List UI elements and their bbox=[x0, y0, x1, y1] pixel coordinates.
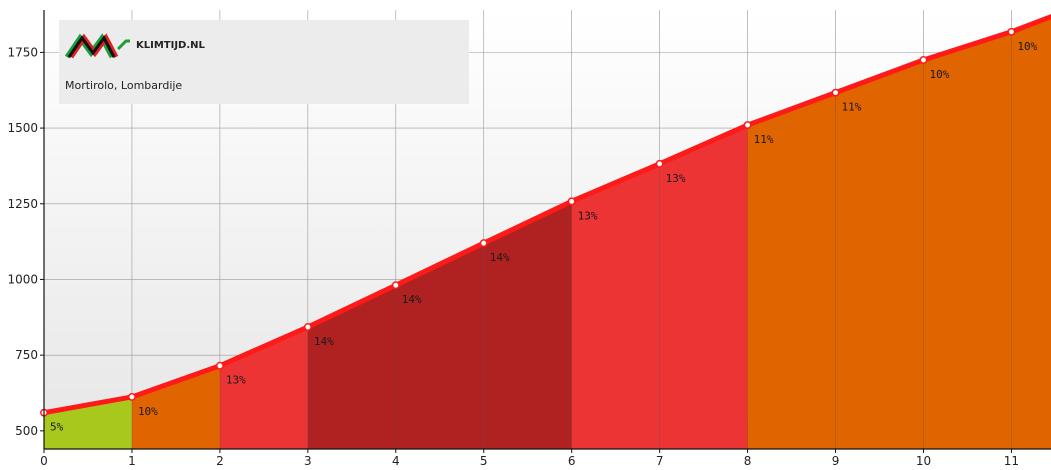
grade-segment-area bbox=[307, 285, 396, 449]
climb-title: Mortirolo, Lombardije bbox=[65, 79, 182, 92]
x-tick-label: 3 bbox=[304, 454, 312, 468]
y-tick-label: 1750 bbox=[7, 45, 38, 59]
x-tick-label: 9 bbox=[832, 454, 840, 468]
grade-segment-area bbox=[1011, 16, 1051, 449]
y-tick-label: 1000 bbox=[7, 272, 38, 286]
grade-label: 14% bbox=[402, 293, 422, 306]
x-tick-label: 10 bbox=[916, 454, 931, 468]
grade-label: 10% bbox=[929, 68, 949, 81]
grade-segment-area bbox=[923, 31, 1012, 450]
grade-label: 14% bbox=[314, 335, 334, 348]
km-marker-point bbox=[1007, 27, 1016, 36]
x-tick-label: 5 bbox=[480, 454, 488, 468]
axes bbox=[43, 10, 1051, 450]
y-tick-label: 500 bbox=[15, 424, 38, 438]
x-tick-label: 2 bbox=[216, 454, 224, 468]
grade-label: 13% bbox=[578, 209, 598, 222]
x-tick-label: 7 bbox=[656, 454, 664, 468]
y-tick-label: 1500 bbox=[7, 121, 38, 135]
grade-label: 13% bbox=[666, 172, 686, 185]
x-tick-labels: 0 1 2 3 4 5 6 7 8 9 10 11 bbox=[40, 449, 1019, 468]
grade-segment-area bbox=[483, 201, 572, 449]
km-marker-point bbox=[919, 56, 928, 64]
km-marker-point bbox=[479, 239, 488, 248]
grade-label: 5% bbox=[50, 421, 64, 434]
grade-segment-area bbox=[395, 243, 484, 449]
klimtijd-logo-icon bbox=[64, 33, 130, 59]
grade-segment-area bbox=[659, 125, 748, 449]
km-marker-point bbox=[215, 361, 224, 370]
grade-label: 13% bbox=[226, 374, 246, 387]
y-tick-label: 1250 bbox=[7, 197, 38, 211]
x-tick-label: 0 bbox=[40, 454, 48, 468]
grade-labels: 5% 10% 13% 14% 14% 14% 13% 13% 11% 11% 10% 10% bbox=[50, 40, 1038, 434]
x-tick-label: 4 bbox=[392, 454, 400, 468]
km-marker-point bbox=[127, 392, 136, 401]
km-marker-point bbox=[743, 121, 752, 129]
x-tick-label: 6 bbox=[568, 454, 576, 468]
segment-separators bbox=[131, 31, 1012, 449]
header-background bbox=[59, 20, 469, 104]
grade-segment-area bbox=[571, 163, 660, 449]
km-marker-point bbox=[831, 88, 840, 97]
grade-segment-area bbox=[131, 365, 220, 449]
brand-name: KLIMTIJD.NL bbox=[136, 40, 206, 51]
y-tick-label: 750 bbox=[15, 348, 38, 362]
x-tick-label: 1 bbox=[128, 454, 136, 468]
grade-label: 14% bbox=[490, 251, 510, 264]
grade-segment-area bbox=[747, 92, 836, 449]
y-tick-labels: 500 750 1000 1250 1500 1750 bbox=[7, 45, 44, 438]
km-marker-point bbox=[567, 197, 576, 206]
x-tick-label: 11 bbox=[1004, 454, 1019, 468]
km-markers bbox=[40, 27, 1016, 417]
grade-label: 11% bbox=[754, 133, 774, 146]
grade-segments bbox=[44, 16, 1051, 450]
km-marker-point bbox=[655, 159, 664, 168]
grade-label: 10% bbox=[138, 405, 158, 418]
grade-label: 10% bbox=[1017, 40, 1037, 53]
km-marker-point bbox=[303, 323, 312, 331]
grade-label: 11% bbox=[842, 101, 862, 114]
header-box: KLIMTIJD.NL Mortirolo, Lombardije bbox=[59, 20, 469, 104]
x-tick-label: 8 bbox=[744, 454, 752, 468]
grade-segment-area bbox=[835, 59, 924, 450]
km-marker-point bbox=[391, 281, 400, 290]
